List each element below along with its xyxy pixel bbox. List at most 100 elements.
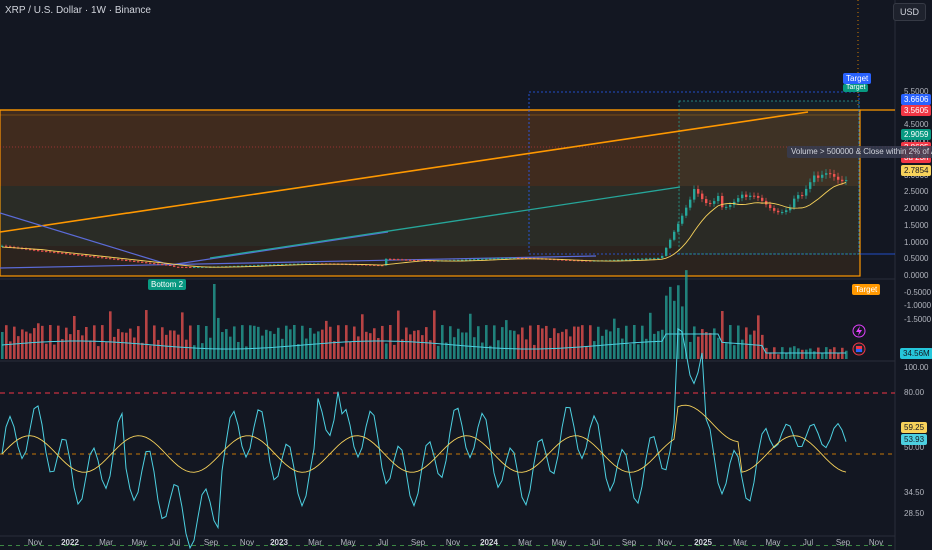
candle-body [657, 258, 660, 260]
candle-body [457, 260, 460, 262]
candle-body [9, 246, 12, 248]
candle-body [393, 259, 396, 261]
volume-bar [745, 327, 748, 359]
candle-body [825, 173, 828, 175]
volume-bar [593, 341, 596, 359]
volume-bar [805, 349, 808, 359]
candle-body [481, 258, 484, 260]
volume-bar [281, 338, 284, 359]
candle-body [117, 259, 120, 261]
volume-bar [181, 312, 184, 359]
candle-body [41, 250, 44, 252]
trendline-upper [0, 111, 809, 233]
volume-bar [397, 310, 400, 359]
time-tick: Sep [835, 538, 851, 547]
symbol-title[interactable]: XRP / U.S. Dollar · 1W · Binance [5, 5, 151, 16]
volume-bar [237, 341, 240, 359]
volume-bar [633, 325, 636, 359]
candle-body [241, 265, 244, 267]
candle-body [377, 265, 380, 267]
volume-bar [17, 336, 20, 359]
candle-body [417, 260, 420, 262]
volume-bar [225, 329, 228, 359]
candle-body [821, 174, 824, 178]
volume-bar [309, 327, 312, 359]
volume-bar [277, 327, 280, 359]
candle-body [573, 260, 576, 262]
volume-bar [669, 286, 672, 359]
volume-ma-line [1, 333, 846, 354]
volume-bar [69, 334, 72, 359]
candle-body [509, 257, 512, 259]
candle-body [89, 255, 92, 257]
target-top-label: Target [843, 73, 872, 84]
fib-zone-box [0, 109, 861, 277]
price-tick: 0.0000 [904, 271, 929, 280]
volume-bar [37, 323, 40, 359]
lightning-icon[interactable] [852, 324, 866, 338]
volume-bar [93, 325, 96, 359]
trendline-teal [209, 186, 681, 259]
candle-body [785, 210, 788, 213]
volume-bar [437, 345, 440, 359]
volume-bar [61, 339, 64, 359]
time-tick: 2022 [61, 538, 79, 547]
candle-body [745, 194, 748, 197]
candle-body [157, 263, 160, 265]
price-tick: 5.5000 [904, 86, 929, 96]
volume-bar [473, 337, 476, 359]
volume-bar [81, 335, 84, 359]
volume-bar [537, 325, 540, 359]
candle-body [137, 261, 140, 263]
price-tick: 1.0000 [904, 237, 929, 247]
volume-bar [213, 284, 216, 359]
candle-body [653, 258, 656, 260]
candle-body [777, 210, 780, 213]
rsi-ma-line [1, 404, 847, 473]
candle-body [681, 215, 684, 224]
time-tick: Nov [868, 538, 884, 547]
candle-body [81, 254, 84, 256]
volume-bar [581, 325, 584, 359]
candle-body [837, 176, 840, 180]
volume-bar [561, 331, 564, 359]
volume-bar [313, 333, 316, 359]
price-badge: 3.5605 [901, 105, 932, 116]
price-tick: -1.5000 [904, 314, 932, 324]
candle-body [121, 259, 124, 261]
volume-bar [489, 345, 492, 359]
candle-body [473, 259, 476, 261]
candle-body [625, 259, 628, 261]
measure-box-2 [678, 100, 860, 255]
volume-bar [29, 333, 32, 359]
candle-body [633, 259, 636, 261]
price-tick: -1.0000 [904, 301, 932, 310]
time-tick: Nov [657, 538, 673, 547]
volume-bar [349, 341, 352, 359]
candle-body [561, 259, 564, 261]
time-tick: May [765, 538, 781, 547]
rsi-tick: 50.00 [904, 443, 925, 452]
candle-body [149, 262, 152, 264]
volume-value-badge: 34.56M [900, 348, 932, 359]
volume-bar [529, 325, 532, 359]
volume-bar [433, 310, 436, 359]
price-tick: -0.5000 [904, 287, 932, 297]
volume-bar [725, 343, 728, 359]
flag-icon[interactable] [852, 342, 866, 356]
candle-body [409, 259, 412, 261]
volume-bar [417, 330, 420, 359]
candle-body [301, 263, 304, 265]
candle-body [797, 195, 800, 199]
currency-button[interactable]: USD [892, 3, 926, 21]
volume-bar [229, 336, 232, 359]
candle-body [757, 195, 760, 198]
volume-bar [453, 337, 456, 359]
volume-bar [137, 326, 140, 359]
volume-bar [665, 295, 668, 359]
candle-body [793, 198, 796, 208]
candle-body [773, 208, 776, 211]
volume-bar [521, 327, 524, 359]
target-top-sublabel: Target [843, 84, 869, 92]
